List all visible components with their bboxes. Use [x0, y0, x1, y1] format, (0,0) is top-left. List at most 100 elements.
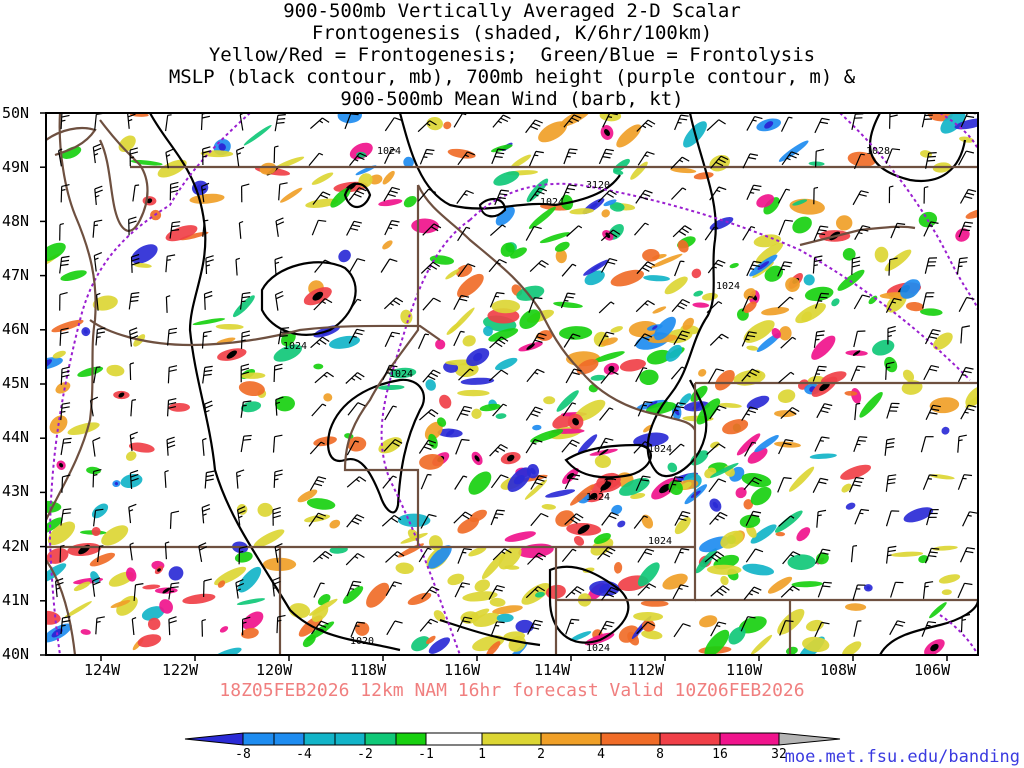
wind-barb-flag	[62, 441, 72, 444]
shading-blob	[641, 514, 654, 529]
wind-barb-flag	[782, 264, 791, 268]
wind-barb	[380, 258, 391, 273]
wind-barb-flag	[568, 120, 573, 124]
lat-label: 40N	[2, 645, 30, 663]
wind-barb	[457, 226, 467, 242]
wind-barb-flag	[324, 259, 333, 264]
wind-barb-flag	[753, 184, 762, 188]
shading-blob	[670, 167, 697, 174]
wind-barb-flag	[94, 185, 103, 190]
wind-barb-flag	[204, 365, 213, 369]
wind-barb-flag	[390, 335, 395, 338]
wind-barb-flag	[168, 398, 177, 401]
wind-barb-flag	[966, 296, 975, 300]
wind-barb-flag	[745, 338, 750, 341]
wind-barb-flag	[682, 187, 687, 191]
colorbar-swatch	[481, 732, 542, 746]
shading-blob	[498, 546, 522, 570]
shading-blob	[719, 402, 742, 408]
wind-barb	[310, 117, 323, 130]
wind-barb-flag	[352, 335, 357, 338]
wind-barb-flag	[678, 518, 687, 521]
wind-barb-flag	[644, 222, 649, 226]
mslp-contour	[564, 443, 652, 479]
wind-barb-flag	[500, 443, 508, 449]
wind-barb-flag	[893, 297, 902, 301]
wind-barb-flag	[496, 585, 505, 589]
shading-blob	[742, 563, 775, 576]
shading-blob	[257, 502, 273, 517]
wind-barb-flag	[750, 406, 759, 410]
wind-barb-flag	[272, 576, 281, 582]
wind-barb-flag	[676, 405, 685, 409]
shading-blob	[106, 364, 125, 377]
wind-barb	[815, 548, 823, 564]
wind-barb	[960, 616, 963, 633]
wind-barb	[780, 585, 794, 598]
mslp-label: 1024	[283, 341, 307, 352]
wind-barb-flag	[745, 413, 750, 416]
mslp-label: 1024	[586, 643, 610, 654]
wind-barb	[494, 189, 502, 206]
wind-barb-flag	[493, 516, 499, 519]
wind-barb-flag	[534, 297, 543, 300]
shading-blob	[693, 172, 714, 180]
wind-barb	[167, 329, 170, 346]
wind-barb-flag	[428, 411, 436, 418]
wind-barb	[420, 474, 429, 490]
shading-blob	[577, 434, 598, 455]
shading-blob	[157, 159, 187, 178]
wind-barb-flag	[961, 229, 970, 232]
wind-barb-flag	[785, 620, 794, 623]
wind-barb	[600, 229, 614, 242]
wind-barb	[922, 292, 927, 309]
mslp-label: 1028	[866, 146, 890, 157]
wind-barb-flag	[897, 222, 906, 225]
wind-barb-flag	[887, 325, 896, 330]
mslp-label: 1024	[648, 536, 672, 547]
shading-blob	[736, 433, 761, 456]
shading-blob	[382, 170, 395, 185]
shading-blob	[750, 634, 773, 655]
shading-blob	[137, 634, 162, 648]
shading-blob	[845, 603, 867, 611]
wind-barb-flag	[433, 297, 441, 303]
credit-link[interactable]: moe.met.fsu.edu/banding	[784, 747, 1020, 767]
wind-barb-flag	[640, 479, 649, 482]
wind-barb	[271, 580, 275, 597]
shading-blob	[613, 169, 624, 175]
wind-barb-flag	[747, 334, 756, 338]
wind-barb	[310, 336, 323, 349]
wind-barb	[778, 515, 792, 527]
wind-barb	[745, 548, 756, 563]
wind-barb-flag	[606, 480, 611, 483]
wind-barb	[236, 472, 239, 489]
wind-barb-flag	[130, 295, 139, 299]
wind-barb-flag	[924, 186, 929, 189]
wind-barb-flag	[466, 226, 471, 230]
shading-blob	[238, 381, 265, 397]
wind-barb	[885, 510, 892, 527]
wind-barbs	[55, 113, 978, 638]
shading-blob	[594, 454, 611, 469]
wind-barb	[779, 620, 787, 636]
lat-label: 44N	[2, 428, 30, 446]
wind-barb-flag	[357, 372, 365, 378]
shading-blob	[698, 368, 707, 377]
shading-blob	[329, 519, 341, 529]
wind-barb	[93, 255, 97, 272]
shading-blob	[584, 270, 605, 286]
wind-barb-flag	[751, 264, 760, 267]
shading-blob	[447, 573, 465, 586]
wind-barb-flag	[534, 439, 543, 443]
wind-barb-flag	[243, 400, 252, 403]
wind-barb-flag	[823, 581, 832, 584]
wind-barb-flag	[391, 220, 400, 223]
wind-barb-flag	[928, 555, 937, 558]
wind-barb-flag	[236, 146, 245, 151]
shading-blob	[46, 500, 62, 513]
title-line-5: 900-500mb Mean Wind (barb, kt)	[340, 88, 684, 110]
shading-blob	[840, 464, 872, 480]
wind-barb-flag	[572, 333, 581, 337]
wind-barb-flag	[860, 153, 865, 156]
